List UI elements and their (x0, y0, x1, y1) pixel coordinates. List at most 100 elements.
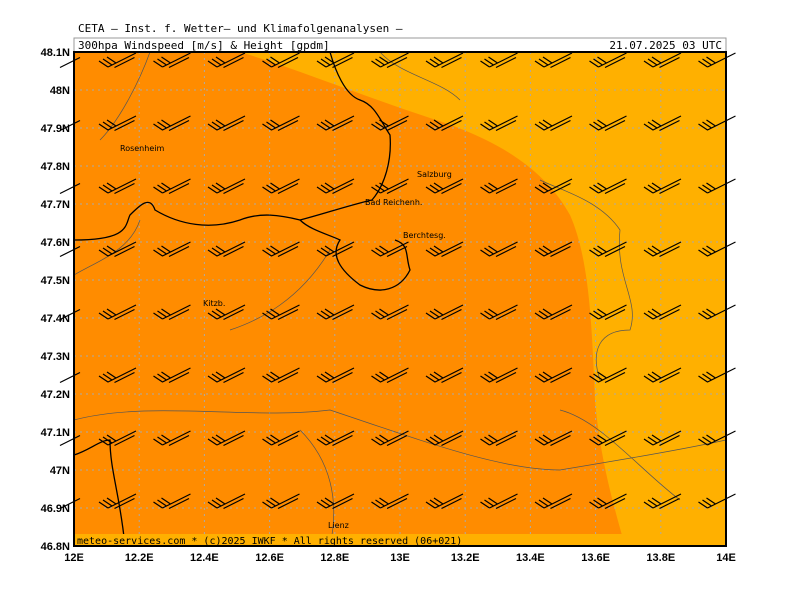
lat-label: 47.7N (41, 199, 70, 211)
wind-barb (262, 430, 300, 446)
lat-label: 47.2N (41, 389, 70, 401)
wind-barb (550, 56, 571, 69)
wind-barb (480, 241, 518, 257)
wind-barb (59, 245, 81, 258)
wind-barb (589, 241, 627, 257)
wind-barb (332, 497, 353, 510)
lon-label: 13.2E (451, 552, 480, 564)
wind-barb (550, 308, 571, 321)
wind-barb (534, 52, 573, 68)
wind-barb (371, 52, 409, 68)
wind-barb (207, 178, 246, 194)
wind-barb (659, 497, 680, 510)
wind-barb (153, 241, 191, 257)
wind-barb (332, 119, 353, 132)
wind-barb (495, 119, 517, 132)
grid (73, 51, 727, 547)
wind-barb (223, 56, 244, 69)
wind-barb (153, 52, 191, 68)
wind-barb (207, 367, 246, 383)
lat-label: 47N (50, 465, 70, 477)
wind-barb (386, 56, 408, 69)
place-label: Bad Reichenh. (365, 198, 422, 207)
wind-barb (589, 115, 627, 131)
wind-barb (114, 434, 135, 447)
wind-barb (495, 182, 517, 195)
wind-barb (480, 178, 518, 194)
wind-barb (59, 119, 81, 132)
lon-label: 13.8E (646, 552, 675, 564)
wind-barb (98, 178, 137, 194)
wind-barb (425, 178, 464, 194)
footer-bar (74, 534, 726, 546)
wind-barb (277, 56, 299, 69)
wind-barb (495, 434, 517, 447)
wind-barb (98, 52, 137, 68)
place-label: Rosenheim (120, 144, 164, 153)
wind-barb (371, 430, 409, 446)
wind-barb (316, 304, 355, 320)
wind-barb (480, 493, 518, 509)
wind-barb (277, 119, 299, 132)
wind-barb (114, 119, 135, 132)
wind-barb (207, 52, 246, 68)
wind-barb (262, 52, 300, 68)
lon-label: 12E (64, 552, 84, 564)
wind-barb (277, 371, 299, 384)
wind-barb (659, 371, 680, 384)
wind-barb (277, 308, 299, 321)
wind-barb (316, 241, 355, 257)
wind-barb (386, 434, 408, 447)
wind-barb (698, 304, 736, 320)
wind-barb (207, 304, 246, 320)
wind-barb (659, 434, 680, 447)
wind-barb (59, 434, 81, 447)
wind-barb (480, 52, 518, 68)
wind-barb (425, 367, 464, 383)
wind-barb (168, 245, 190, 258)
wind-barb (98, 304, 137, 320)
wind-barb (698, 367, 736, 383)
wind-barb (371, 241, 409, 257)
wind-barb (262, 367, 300, 383)
wind-barb (223, 182, 244, 195)
wind-barb (114, 245, 135, 258)
wind-barb (698, 52, 736, 68)
wind-barb (223, 497, 244, 510)
wind-barb (262, 493, 300, 509)
wind-barb (425, 430, 464, 446)
wind-barb (643, 178, 682, 194)
wind-barb (643, 430, 682, 446)
wind-barb (332, 56, 353, 69)
wind-barb (480, 367, 518, 383)
wind-barb (495, 371, 517, 384)
wind-barb (386, 119, 408, 132)
wind-barb (480, 430, 518, 446)
product: 300hpa Windspeed [m/s] & Height [gpdm] (78, 39, 330, 52)
lon-label: 13.4E (516, 552, 545, 564)
wind-barb (441, 182, 462, 195)
wind-barb (659, 245, 680, 258)
wind-barb (643, 52, 682, 68)
place-label: Berchtesg. (403, 231, 446, 240)
wind-barb (425, 115, 464, 131)
wind-barb (59, 182, 81, 195)
wind-barb (168, 497, 190, 510)
wind-barb (168, 308, 190, 321)
wind-barb (262, 304, 300, 320)
wind-barb (207, 493, 246, 509)
wind-barb (550, 119, 571, 132)
wind-barb (534, 241, 573, 257)
wind-barb (168, 56, 190, 69)
wind-barb (168, 119, 190, 132)
wind-barb (589, 52, 627, 68)
wind-barb (316, 430, 355, 446)
lon-label: 12.2E (125, 552, 154, 564)
wind-barb (316, 52, 355, 68)
wind-barb (153, 115, 191, 131)
wind-barb (441, 245, 462, 258)
lat-label: 47.6N (41, 237, 70, 249)
wind-barb (277, 497, 299, 510)
wind-barb (386, 245, 408, 258)
